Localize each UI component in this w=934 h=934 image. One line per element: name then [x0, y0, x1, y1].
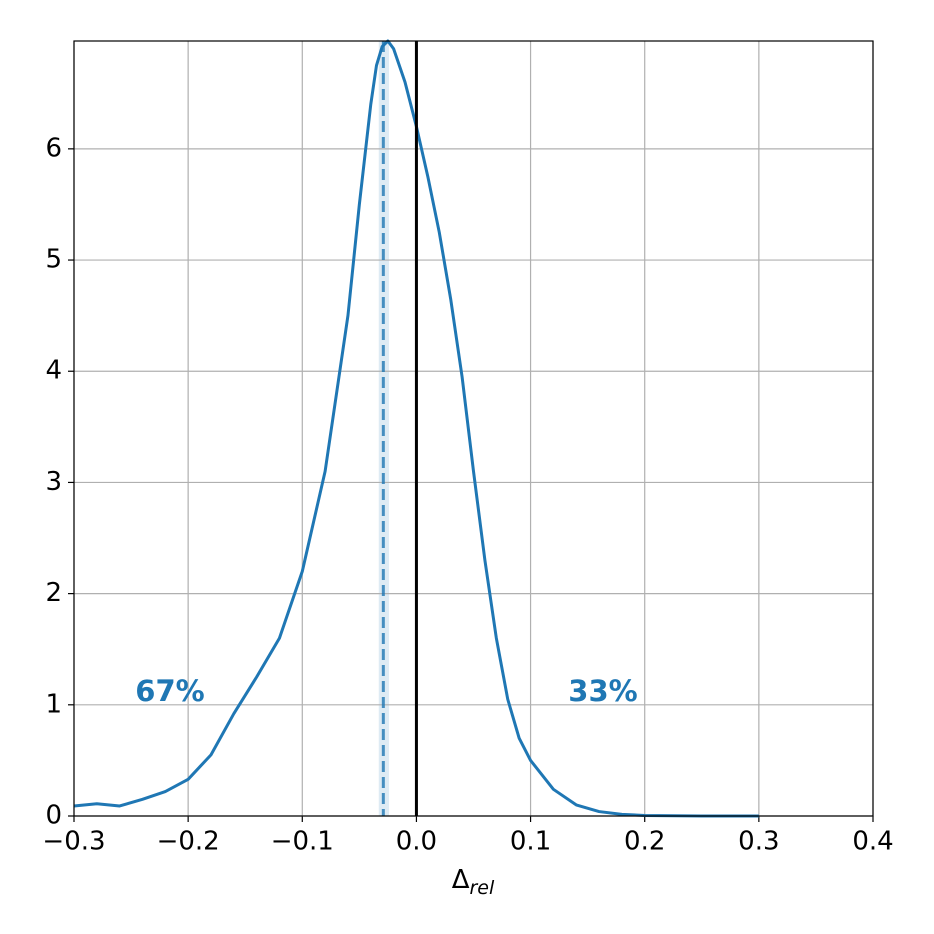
- y-tick-label: 4: [45, 356, 62, 386]
- y-tick-label: 3: [45, 467, 62, 497]
- y-tick-label: 2: [45, 578, 62, 608]
- x-tick-label: 0.4: [852, 827, 893, 857]
- x-tick-label: −0.3: [42, 827, 105, 857]
- y-tick-label: 1: [45, 689, 62, 719]
- annotation: 33%: [568, 674, 637, 708]
- y-tick-label: 6: [45, 133, 62, 163]
- plot-frame: [73, 40, 874, 817]
- x-tick-label: 0.3: [738, 827, 779, 857]
- density-line: [73, 39, 759, 818]
- x-tick-label: 0.0: [396, 827, 437, 857]
- annotation: 67%: [135, 674, 204, 708]
- y-tick-label: 0: [45, 801, 62, 831]
- x-axis-label: Δrel: [452, 865, 495, 899]
- x-tick-label: −0.1: [271, 827, 334, 857]
- x-tick-label: 0.2: [624, 827, 665, 857]
- y-tick-label: 5: [45, 245, 62, 275]
- x-tick-label: −0.2: [157, 827, 220, 857]
- x-tick-label: 0.1: [510, 827, 551, 857]
